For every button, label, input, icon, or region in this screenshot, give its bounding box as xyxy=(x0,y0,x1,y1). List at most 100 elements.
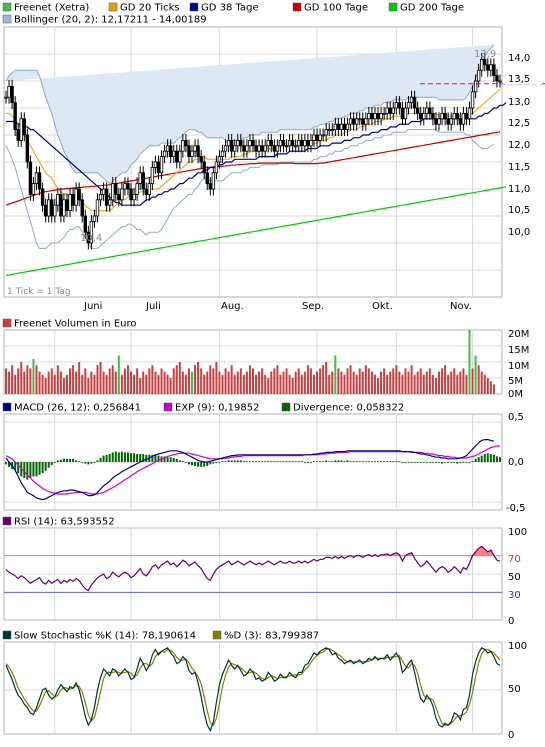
volume-bar xyxy=(8,371,11,394)
volume-bar xyxy=(130,371,133,394)
candle xyxy=(62,199,66,217)
volume-bar xyxy=(59,371,62,394)
exp-line xyxy=(5,445,500,495)
candle xyxy=(214,161,219,174)
divergence-bar xyxy=(413,462,416,463)
divergence-bar xyxy=(154,454,157,462)
volume-bar xyxy=(166,374,169,394)
legend-swatch-price xyxy=(2,2,12,12)
divergence-bar xyxy=(78,461,81,462)
divergence-bar xyxy=(230,460,233,462)
volume-bar xyxy=(477,365,480,394)
candle xyxy=(7,86,11,98)
volume-panel: Freenet Volumen in Euro 20M 15M 10M 5M 0… xyxy=(2,319,529,400)
divergence-bar xyxy=(114,451,117,462)
divergence-bar xyxy=(331,461,334,462)
divergence-bar xyxy=(108,454,111,462)
volume-bar xyxy=(87,378,90,394)
divergence-bar xyxy=(32,462,35,477)
volume-bar xyxy=(236,371,239,394)
volume-bar xyxy=(297,368,300,394)
divergence-bar xyxy=(194,462,197,466)
candle xyxy=(92,215,97,222)
stochastic-panel-frame xyxy=(3,641,503,735)
candle xyxy=(226,139,231,147)
candle xyxy=(196,145,200,158)
divergence-bar xyxy=(486,453,489,462)
divergence-bar xyxy=(316,461,319,462)
volume-bar xyxy=(261,368,264,394)
candle xyxy=(303,139,307,147)
candle xyxy=(263,145,267,152)
candle xyxy=(464,113,469,120)
volume-bar xyxy=(306,365,309,394)
candle xyxy=(431,113,435,120)
candle xyxy=(367,113,371,120)
x-label: Juli xyxy=(145,301,161,312)
candle xyxy=(397,102,402,109)
candle xyxy=(117,193,121,201)
volume-bar xyxy=(288,374,291,394)
volume-bar xyxy=(462,368,465,394)
legend-swatch-exp xyxy=(163,402,173,412)
divergence-bar xyxy=(383,461,386,462)
high-annotation: 13,9 xyxy=(474,49,496,60)
divergence-bar xyxy=(126,452,129,462)
divergence-bar xyxy=(267,461,270,462)
volume-bar xyxy=(84,368,87,394)
price-candles xyxy=(4,52,502,250)
volume-bar xyxy=(483,374,486,394)
divergence-bar xyxy=(322,461,325,462)
divergence-bar xyxy=(444,462,447,463)
divergence-bar xyxy=(428,462,431,463)
divergence-bar xyxy=(425,462,428,463)
volume-bar xyxy=(197,362,200,394)
divergence-bar xyxy=(346,460,349,462)
candle xyxy=(382,113,386,115)
candle xyxy=(101,188,106,195)
divergence-bar xyxy=(367,461,370,462)
candle xyxy=(71,193,75,206)
divergence-bar xyxy=(395,461,398,462)
volume-bar xyxy=(291,378,294,394)
legend-swatch-gd38 xyxy=(189,2,199,12)
candle xyxy=(330,129,334,132)
divergence-bar xyxy=(65,458,68,462)
volume-bar xyxy=(148,368,151,394)
current-price-box xyxy=(503,73,542,84)
volume-bar xyxy=(218,371,221,394)
legend-rsi: RSI (14): 63,593552 xyxy=(14,517,115,528)
volume-bar xyxy=(471,368,474,394)
volume-bar xyxy=(453,368,456,394)
candle xyxy=(178,150,182,163)
volume-bar xyxy=(14,374,17,394)
divergence-bar xyxy=(105,454,108,462)
volume-bar xyxy=(233,374,236,394)
candle xyxy=(467,107,472,120)
divergence-bar xyxy=(50,462,53,466)
candle xyxy=(40,188,45,206)
candle xyxy=(412,96,417,109)
volume-bar xyxy=(285,368,288,394)
candle xyxy=(391,107,395,114)
volume-bar xyxy=(434,378,437,394)
divergence-bar xyxy=(166,457,169,462)
gd38-line xyxy=(6,102,507,206)
volume-bar xyxy=(355,374,358,394)
candle xyxy=(28,161,33,195)
divergence-bar xyxy=(145,454,148,462)
divergence-bar xyxy=(462,462,465,463)
candle xyxy=(59,193,63,217)
candle xyxy=(440,113,444,120)
legend-swatch-gd200 xyxy=(388,2,398,12)
candle xyxy=(229,139,234,152)
legend-gd38: GD 38 Tage xyxy=(201,3,259,14)
candle xyxy=(376,113,380,120)
candle xyxy=(400,107,405,120)
volume-bar xyxy=(486,378,489,394)
volume-bar xyxy=(184,374,187,394)
volume-bar xyxy=(206,371,209,394)
divergence-bar xyxy=(120,451,123,462)
volume-bar xyxy=(337,368,340,394)
candle xyxy=(120,188,124,201)
